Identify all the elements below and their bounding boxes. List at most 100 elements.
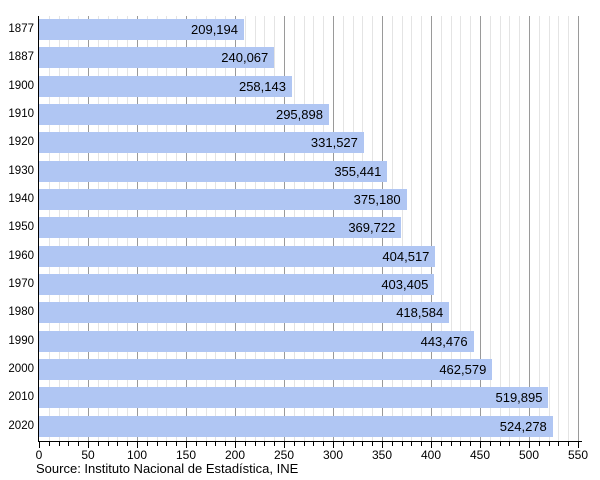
bar-1960: 404,517 bbox=[39, 245, 436, 267]
x-tick-label-500: 500 bbox=[518, 448, 540, 462]
y-axis-label-1960: 1960 bbox=[8, 249, 34, 262]
major-gridline bbox=[480, 16, 481, 441]
x-major-tick bbox=[529, 441, 530, 448]
x-minor-tick bbox=[78, 441, 80, 446]
minor-gridline bbox=[509, 16, 511, 441]
bar-1920: 331,527 bbox=[39, 132, 364, 154]
x-axis-line bbox=[38, 441, 582, 442]
bar-value-label: 524,278 bbox=[499, 418, 547, 434]
minor-gridline bbox=[421, 16, 423, 441]
bar-value-label: 462,579 bbox=[439, 361, 487, 377]
x-minor-tick bbox=[342, 441, 344, 446]
x-minor-tick bbox=[117, 441, 119, 446]
bar-value-label: 209,194 bbox=[191, 22, 238, 37]
x-minor-tick bbox=[470, 441, 472, 446]
minor-gridline bbox=[470, 16, 472, 441]
x-major-tick bbox=[578, 441, 579, 448]
bar-2010: 519,895 bbox=[39, 387, 549, 409]
x-minor-tick bbox=[244, 441, 246, 446]
bar-1910: 295,898 bbox=[39, 103, 329, 125]
x-minor-tick bbox=[519, 441, 521, 446]
bar-value-label: 258,143 bbox=[238, 78, 286, 94]
x-tick-label-250: 250 bbox=[273, 448, 295, 462]
bar-1990: 443,476 bbox=[39, 330, 474, 352]
x-minor-tick bbox=[166, 441, 168, 446]
x-minor-tick bbox=[264, 441, 266, 446]
minor-gridline bbox=[499, 16, 501, 441]
x-minor-tick bbox=[205, 441, 207, 446]
bar-value-label: 519,895 bbox=[495, 390, 543, 406]
x-major-tick bbox=[186, 441, 187, 448]
y-axis-label-1950: 1950 bbox=[8, 221, 34, 234]
major-gridline bbox=[529, 16, 530, 441]
minor-gridline bbox=[558, 16, 560, 441]
x-tick-label-200: 200 bbox=[224, 448, 246, 462]
x-minor-tick bbox=[107, 441, 109, 446]
x-minor-tick bbox=[274, 441, 276, 446]
bar-value-label: 375,180 bbox=[353, 191, 401, 207]
y-axis-label-1900: 1900 bbox=[8, 79, 34, 92]
bar-value-label: 240,067 bbox=[221, 50, 269, 66]
x-minor-tick bbox=[538, 441, 540, 446]
x-minor-tick bbox=[401, 441, 403, 446]
x-minor-tick bbox=[254, 441, 256, 446]
y-axis-line bbox=[38, 16, 39, 442]
bar-1940: 375,180 bbox=[39, 188, 407, 210]
x-minor-tick bbox=[509, 441, 511, 446]
x-major-tick bbox=[431, 441, 432, 448]
x-minor-tick bbox=[440, 441, 442, 446]
x-minor-tick bbox=[146, 441, 148, 446]
minor-gridline bbox=[450, 16, 452, 441]
x-minor-tick bbox=[499, 441, 501, 446]
x-minor-tick bbox=[489, 441, 491, 446]
x-minor-tick bbox=[411, 441, 413, 446]
bar-1970: 403,405 bbox=[39, 273, 435, 295]
x-minor-tick bbox=[156, 441, 158, 446]
bar-value-label: 403,405 bbox=[381, 276, 429, 292]
x-tick-label-350: 350 bbox=[371, 448, 393, 462]
x-minor-tick bbox=[97, 441, 99, 446]
x-minor-tick bbox=[372, 441, 374, 446]
x-minor-tick bbox=[225, 441, 227, 446]
minor-gridline bbox=[519, 16, 521, 441]
y-axis-label-1877: 1877 bbox=[8, 23, 34, 35]
major-gridline bbox=[578, 16, 579, 441]
y-axis-label-1970: 1970 bbox=[8, 277, 34, 290]
x-minor-tick bbox=[391, 441, 393, 446]
x-minor-tick bbox=[548, 441, 550, 446]
bar-value-label: 295,898 bbox=[275, 106, 323, 122]
x-major-tick bbox=[382, 441, 383, 448]
x-minor-tick bbox=[48, 441, 50, 446]
minor-gridline bbox=[568, 16, 570, 441]
bar-2020: 524,278 bbox=[39, 415, 553, 437]
y-axis-label-1887: 1887 bbox=[8, 51, 34, 64]
x-minor-tick bbox=[460, 441, 462, 446]
x-minor-tick bbox=[313, 441, 315, 446]
minor-gridline bbox=[489, 16, 491, 441]
x-minor-tick bbox=[215, 441, 217, 446]
x-minor-tick bbox=[323, 441, 325, 446]
x-minor-tick bbox=[303, 441, 305, 446]
x-minor-tick bbox=[558, 441, 560, 446]
x-major-tick bbox=[333, 441, 334, 448]
y-axis-label-1930: 1930 bbox=[8, 164, 34, 177]
bar-value-label: 443,476 bbox=[420, 333, 468, 349]
minor-gridline bbox=[440, 16, 442, 441]
bar-1950: 369,722 bbox=[39, 217, 402, 239]
x-tick-label-50: 50 bbox=[81, 448, 95, 462]
x-major-tick bbox=[480, 441, 481, 448]
x-major-tick bbox=[137, 441, 138, 448]
y-axis-label-1920: 1920 bbox=[8, 136, 34, 149]
y-axis-label-1940: 1940 bbox=[8, 192, 34, 205]
y-axis-label-2020: 2020 bbox=[8, 419, 34, 432]
x-minor-tick bbox=[568, 441, 570, 446]
y-axis-label-2000: 2000 bbox=[8, 362, 34, 375]
x-major-tick bbox=[39, 441, 40, 448]
x-minor-tick bbox=[58, 441, 60, 446]
y-axis-label-1980: 1980 bbox=[8, 306, 34, 319]
bar-2000: 462,579 bbox=[39, 358, 493, 380]
x-tick-label-150: 150 bbox=[175, 448, 197, 462]
x-tick-label-300: 300 bbox=[322, 448, 344, 462]
minor-gridline bbox=[538, 16, 540, 441]
